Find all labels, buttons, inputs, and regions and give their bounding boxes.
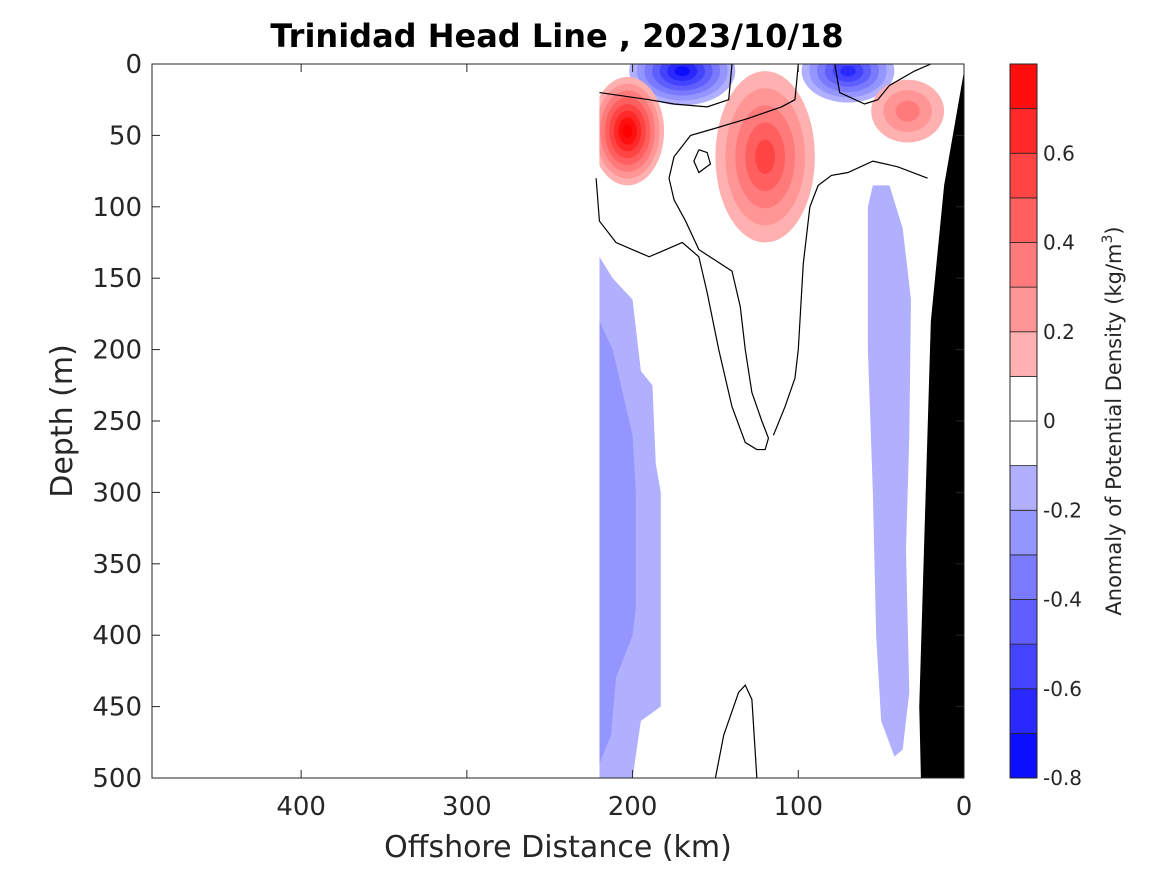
colorbar-swatch xyxy=(1009,643,1038,690)
colorbar-tick-label: -0.4 xyxy=(1043,588,1082,612)
colorbar-swatch xyxy=(1009,420,1038,467)
zero-contour-line xyxy=(595,64,799,451)
colorbar-swatch xyxy=(1009,465,1038,511)
colorbar-swatch xyxy=(1009,197,1038,243)
zero-contour-line xyxy=(599,64,733,108)
anomaly-region xyxy=(599,321,636,764)
x-tick-label: 100 xyxy=(773,792,823,822)
colorbar-tick-label: -0.8 xyxy=(1043,766,1082,790)
zero-contour-line xyxy=(834,64,932,105)
x-tick-label: 200 xyxy=(608,792,658,822)
plot-area xyxy=(152,64,964,778)
colorbar-tick-label: 0.6 xyxy=(1043,141,1075,165)
colorbar-tick-label: 0 xyxy=(1043,409,1056,433)
colorbar-tick-label: -0.2 xyxy=(1043,498,1082,522)
colorbar-tick-label: 0.4 xyxy=(1043,231,1075,255)
colorbar-tick-label: -0.6 xyxy=(1043,677,1082,701)
plot-background xyxy=(152,64,964,778)
anomaly-region xyxy=(623,124,633,138)
colorbar-swatch xyxy=(1009,152,1038,199)
zero-contour-line xyxy=(693,149,712,174)
colorbar-swatch xyxy=(1009,63,1038,110)
colorbar-swatch xyxy=(1009,286,1038,333)
x-axis-label: Offshore Distance (km) xyxy=(384,830,732,865)
y-tick-label: 300 xyxy=(92,478,142,508)
y-tick-label: 200 xyxy=(92,336,142,366)
density-anomaly-regions xyxy=(599,64,945,778)
y-tick-label: 150 xyxy=(92,264,142,294)
colorbar: -0.8 -0.6 -0.4 -0.2 0 0.2 0.4 0.6 xyxy=(1009,63,1082,790)
x-axis-ticks: 400 300 200 100 0 xyxy=(276,64,972,822)
seafloor-bathymetry xyxy=(919,71,964,778)
colorbar-swatch xyxy=(1009,599,1038,645)
colorbar-swatch xyxy=(1009,108,1038,154)
y-tick-label: 250 xyxy=(92,407,142,437)
y-tick-label: 500 xyxy=(92,764,142,794)
y-tick-label: 0 xyxy=(125,50,142,80)
y-tick-label: 50 xyxy=(109,121,142,151)
colorbar-label-text: Anomaly of Potential Density (kg/m xyxy=(1102,244,1126,616)
anomaly-region xyxy=(895,100,920,122)
y-axis-label: Depth (m) xyxy=(45,344,80,498)
colorbar-swatch xyxy=(1009,554,1038,600)
y-axis-ticks: 0 50 100 150 200 250 300 350 400 450 500 xyxy=(92,50,964,794)
colorbar-swatch xyxy=(1009,732,1038,779)
zero-contour-line xyxy=(714,684,758,778)
y-tick-label: 400 xyxy=(92,621,142,651)
colorbar-label-suffix: ) xyxy=(1102,226,1126,234)
zero-contour-line xyxy=(772,160,928,436)
chart-title: Trinidad Head Line , 2023/10/18 xyxy=(270,17,843,55)
zero-contours xyxy=(595,64,932,778)
colorbar-swatch xyxy=(1009,242,1038,288)
colorbar-swatch xyxy=(1009,331,1038,377)
y-tick-label: 350 xyxy=(92,550,142,580)
colorbar-label-superscript: 3 xyxy=(1100,235,1116,244)
x-tick-label: 300 xyxy=(442,792,492,822)
colorbar-frame xyxy=(1009,63,1038,779)
anomaly-region xyxy=(840,65,856,77)
y-tick-label: 450 xyxy=(92,693,142,723)
colorbar-tick-label: 0.2 xyxy=(1043,320,1075,344)
colorbar-swatch xyxy=(1009,509,1038,556)
anomaly-region xyxy=(674,66,690,77)
colorbar-swatch xyxy=(1009,375,1038,422)
colorbar-label: Anomaly of Potential Density (kg/m3) xyxy=(1100,226,1126,615)
y-tick-label: 100 xyxy=(92,193,142,223)
x-tick-label: 0 xyxy=(956,792,973,822)
x-tick-label: 400 xyxy=(276,792,326,822)
colorbar-swatch xyxy=(1009,688,1038,734)
anomaly-region xyxy=(755,139,776,174)
anomaly-region xyxy=(867,185,911,757)
